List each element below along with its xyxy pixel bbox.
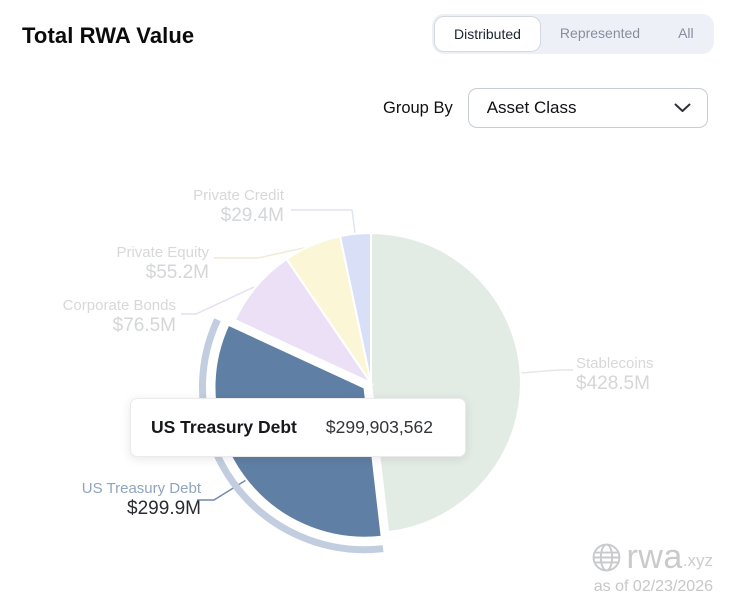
rwa-xyz-watermark: rwa .xyz as of 02/23/2026 — [591, 538, 713, 596]
watermark-brand-suffix: .xyz — [682, 551, 713, 570]
pie-label-stablecoins: Stablecoins $428.5M — [576, 355, 654, 394]
leader-line-us-treasury-debt — [197, 476, 252, 501]
group-by-label: Group By — [383, 98, 453, 117]
view-tab-group: Distributed Represented All — [432, 14, 714, 54]
pie-label-private-credit: Private Credit $29.4M — [193, 187, 284, 226]
leader-line-stablecoins — [520, 369, 573, 374]
tab-all[interactable]: All — [678, 25, 694, 41]
pie-label-private-equity: Private Equity $55.2M — [116, 244, 209, 283]
pie-label-corporate-bonds: Corporate Bonds $76.5M — [62, 297, 176, 336]
pie-label-us-treasury-debt: US Treasury Debt $299.9M — [81, 480, 201, 519]
pie-slice-stablecoins[interactable] — [370, 231, 522, 534]
chart-tooltip: US Treasury Debt $299,903,562 — [130, 398, 466, 457]
globe-icon — [593, 543, 621, 571]
group-by-row: Group By Asset Class — [383, 88, 708, 128]
tooltip-segment-value: $299,903,562 — [325, 417, 433, 437]
tooltip-segment-name: US Treasury Debt — [151, 417, 297, 437]
tab-represented[interactable]: Represented — [559, 25, 641, 41]
group-by-selected-value: Asset Class — [486, 98, 577, 117]
watermark-as-of-date: as of 02/23/2026 — [593, 578, 713, 595]
page-title: Total RWA Value — [22, 23, 195, 48]
watermark-brand-text: rwa — [626, 538, 683, 576]
tab-distributed[interactable]: Distributed — [434, 16, 541, 52]
group-by-select[interactable]: Asset Class — [467, 88, 708, 128]
chevron-down-icon — [674, 103, 691, 112]
leader-line-private-credit — [291, 209, 356, 234]
